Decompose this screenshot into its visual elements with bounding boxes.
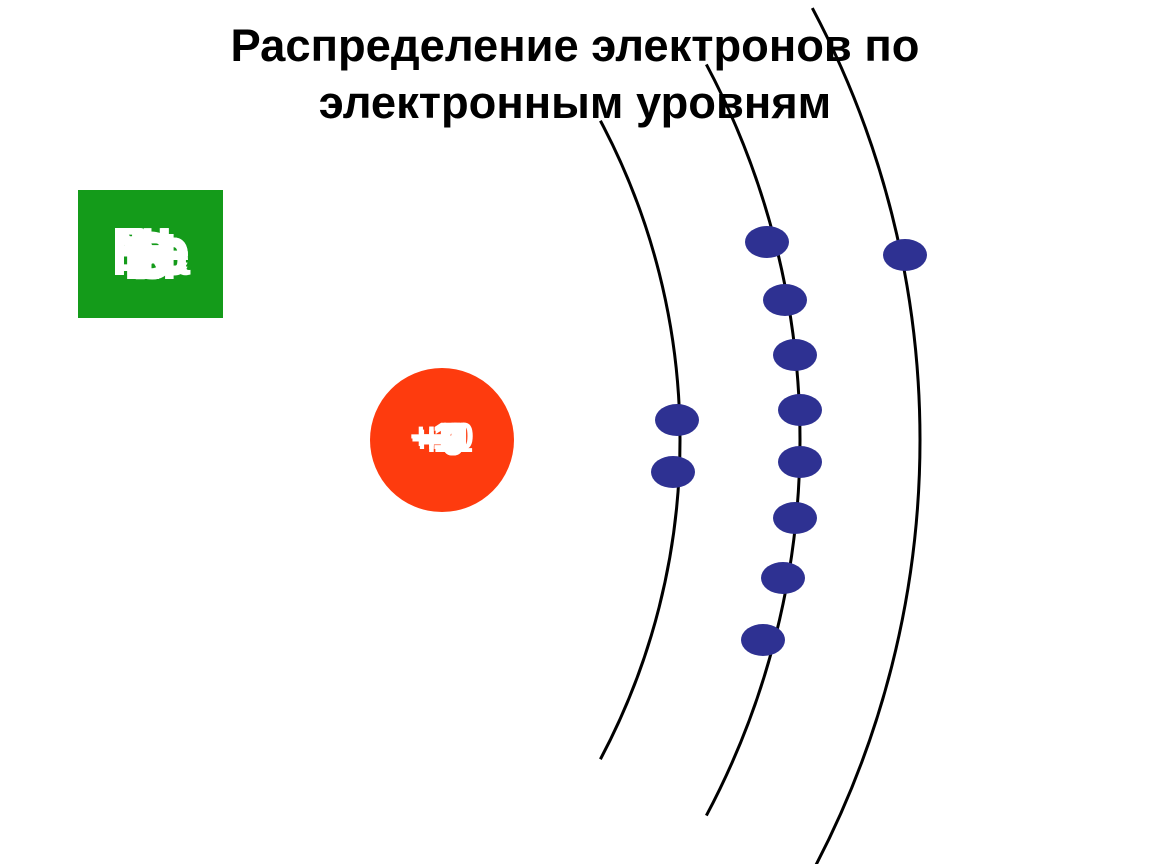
electron-shell-arc xyxy=(812,8,920,864)
electron-shell-arc xyxy=(706,64,800,815)
electron xyxy=(651,456,695,488)
electron xyxy=(778,446,822,478)
electron xyxy=(745,226,789,258)
electron-shells-svg xyxy=(0,0,1150,864)
electron xyxy=(773,339,817,371)
electron xyxy=(655,404,699,436)
electron xyxy=(741,624,785,656)
electron xyxy=(778,394,822,426)
electron xyxy=(773,502,817,534)
electron-shell-arc xyxy=(600,121,680,759)
electron xyxy=(763,284,807,316)
electron xyxy=(883,239,927,271)
electron xyxy=(761,562,805,594)
